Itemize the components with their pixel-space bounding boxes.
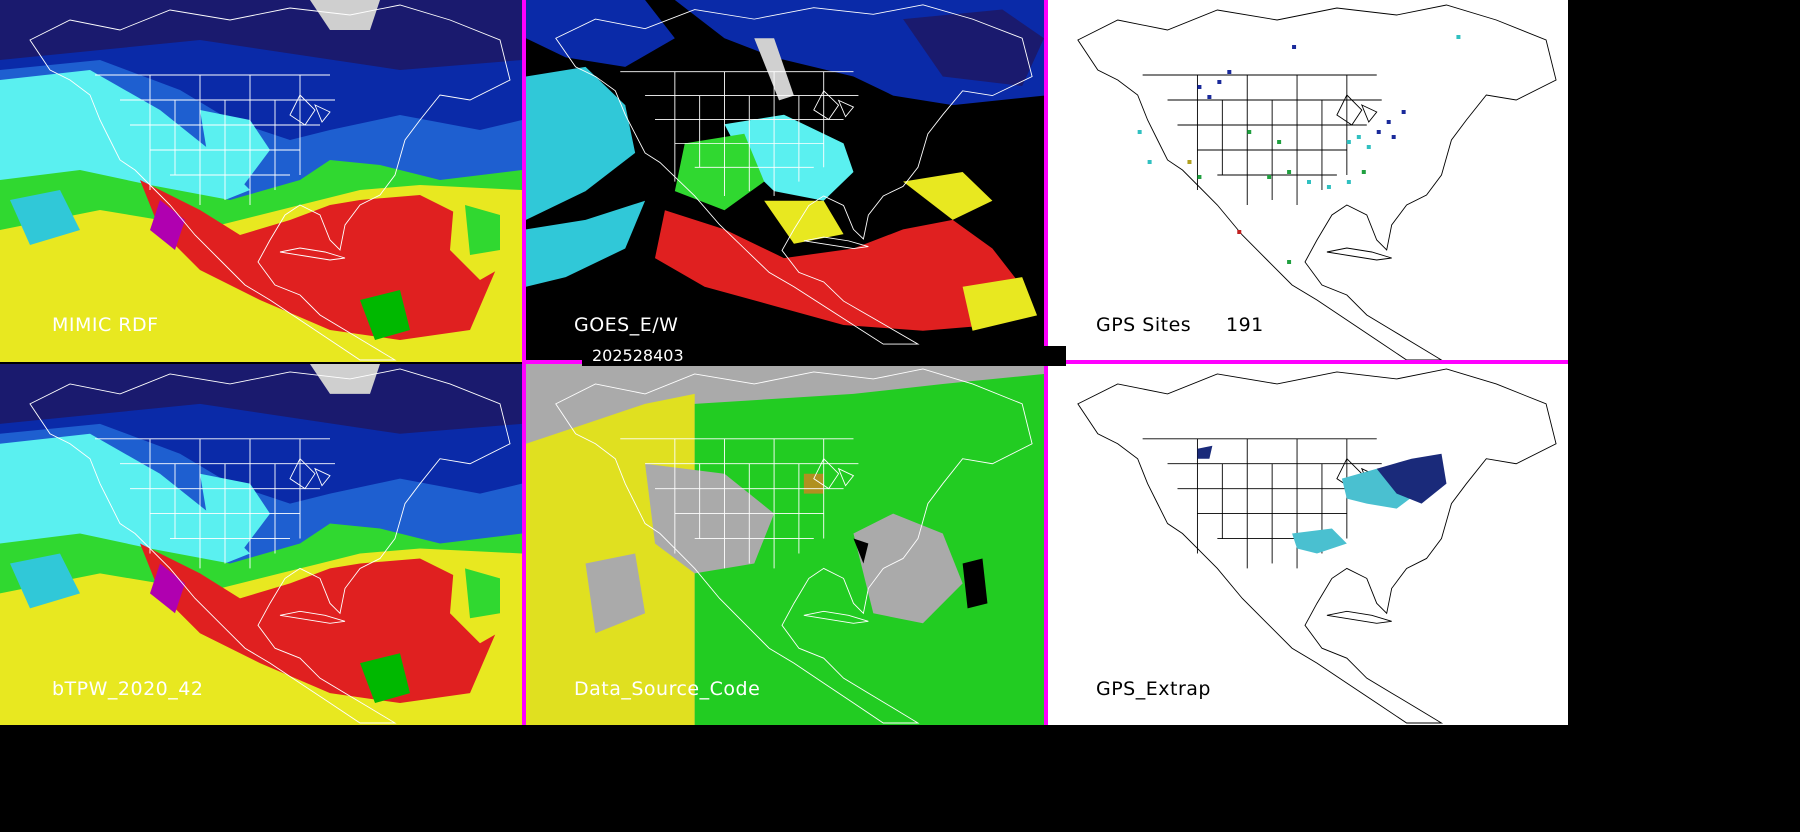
btpw-map [0, 364, 522, 725]
gps-sites-label: GPS Sites [1096, 314, 1192, 336]
btpw-map-panel[interactable]: bTPW_2020_42 [0, 364, 522, 725]
gps-extrap-label: GPS_Extrap [1096, 678, 1211, 700]
gps-extrap-map [1077, 368, 1557, 724]
data-source-code-map-panel[interactable]: Data_Source_Code [526, 364, 1044, 725]
goes-ew-label: GOES_E/W [574, 314, 679, 336]
data-source-code-map [526, 364, 1044, 725]
timestamp-text: 202528403 [592, 346, 684, 365]
data-source-code-label: Data_Source_Code [574, 678, 761, 700]
gps-sites-map [1077, 4, 1557, 361]
goes-ew-map [526, 0, 1044, 346]
mimic-rdf-label: MIMIC RDF [52, 314, 159, 336]
btpw-label: bTPW_2020_42 [52, 678, 204, 700]
gps-sites-count: 191 [1226, 314, 1264, 336]
mimic-rdf-map-panel[interactable]: MIMIC RDF [0, 0, 522, 362]
mimic-rdf-map [0, 0, 522, 362]
goes-ew-map-panel[interactable]: GOES_E/W [526, 0, 1044, 346]
gps-sites-map-panel[interactable]: GPS Sites 191 [1048, 0, 1568, 362]
gps-extrap-map-panel[interactable]: GPS_Extrap [1048, 364, 1568, 725]
timestamp-bar: 202528403 [582, 346, 1066, 366]
